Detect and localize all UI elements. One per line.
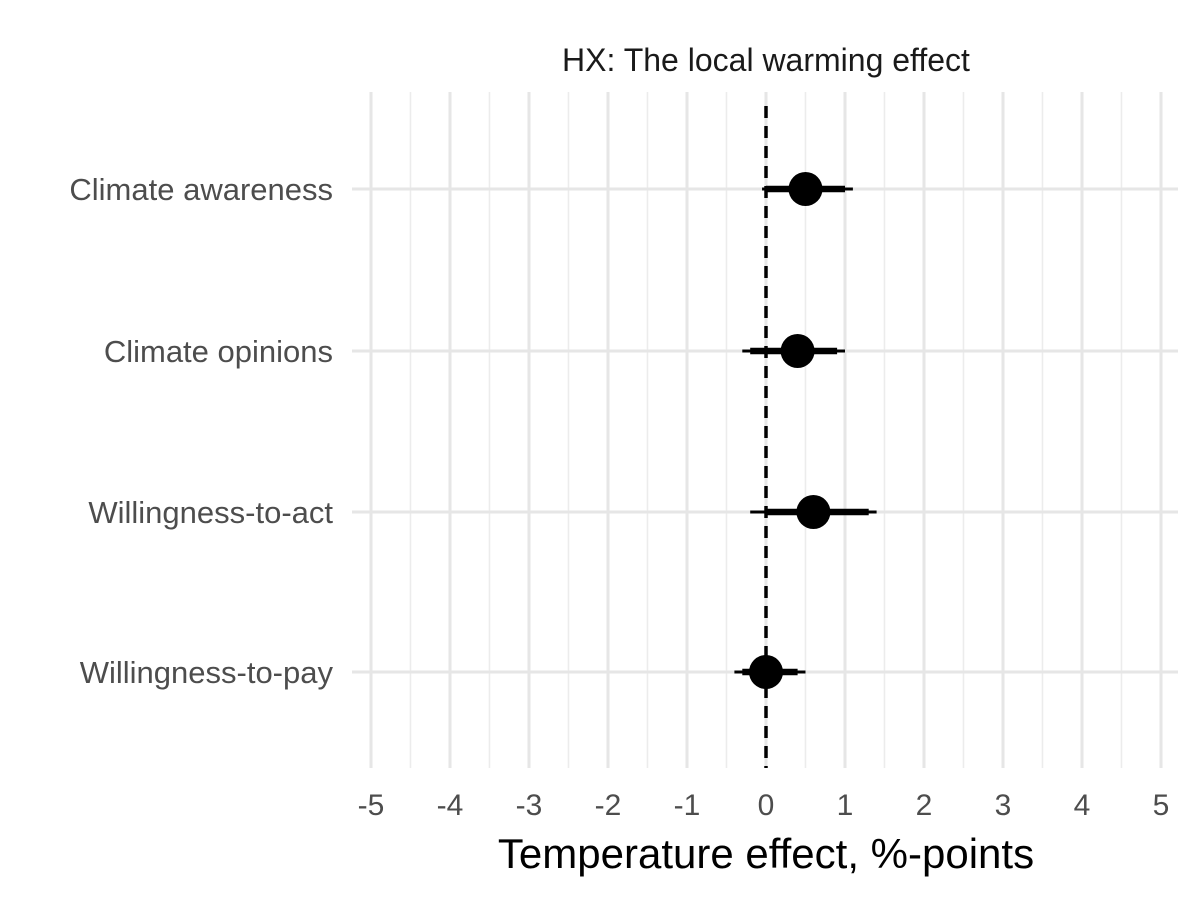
x-tick-label: 4 <box>1074 789 1091 822</box>
point-estimate-0 <box>788 172 823 206</box>
x-tick-label: -2 <box>595 789 622 822</box>
chart-title: HX: The local warming effect <box>562 42 970 78</box>
x-tick-label: 3 <box>995 789 1012 822</box>
x-tick-labels: -5 -4 -3 -2 -1 0 1 2 3 4 5 <box>358 789 1170 822</box>
x-tick-label: 1 <box>837 789 854 822</box>
estimate-marks <box>734 172 877 689</box>
x-tick-label: -4 <box>437 789 464 822</box>
category-label: Willingness-to-pay <box>80 655 334 690</box>
point-estimate-2 <box>796 495 831 529</box>
category-labels: Climate awareness Climate opinions Willing… <box>69 172 333 690</box>
point-estimate-3 <box>749 655 783 689</box>
x-axis-label: Temperature effect, %-points <box>498 830 1034 877</box>
x-tick-label: 0 <box>758 789 775 822</box>
category-label: Willingness-to-act <box>88 495 333 530</box>
x-tick-label: 5 <box>1153 789 1170 822</box>
x-tick-label: 2 <box>916 789 933 822</box>
category-label: Climate opinions <box>104 334 333 369</box>
category-label: Climate awareness <box>69 172 333 207</box>
point-estimate-1 <box>780 334 815 368</box>
x-tick-label: -1 <box>674 789 701 822</box>
x-tick-label: -3 <box>516 789 543 822</box>
x-tick-label: -5 <box>358 789 385 822</box>
